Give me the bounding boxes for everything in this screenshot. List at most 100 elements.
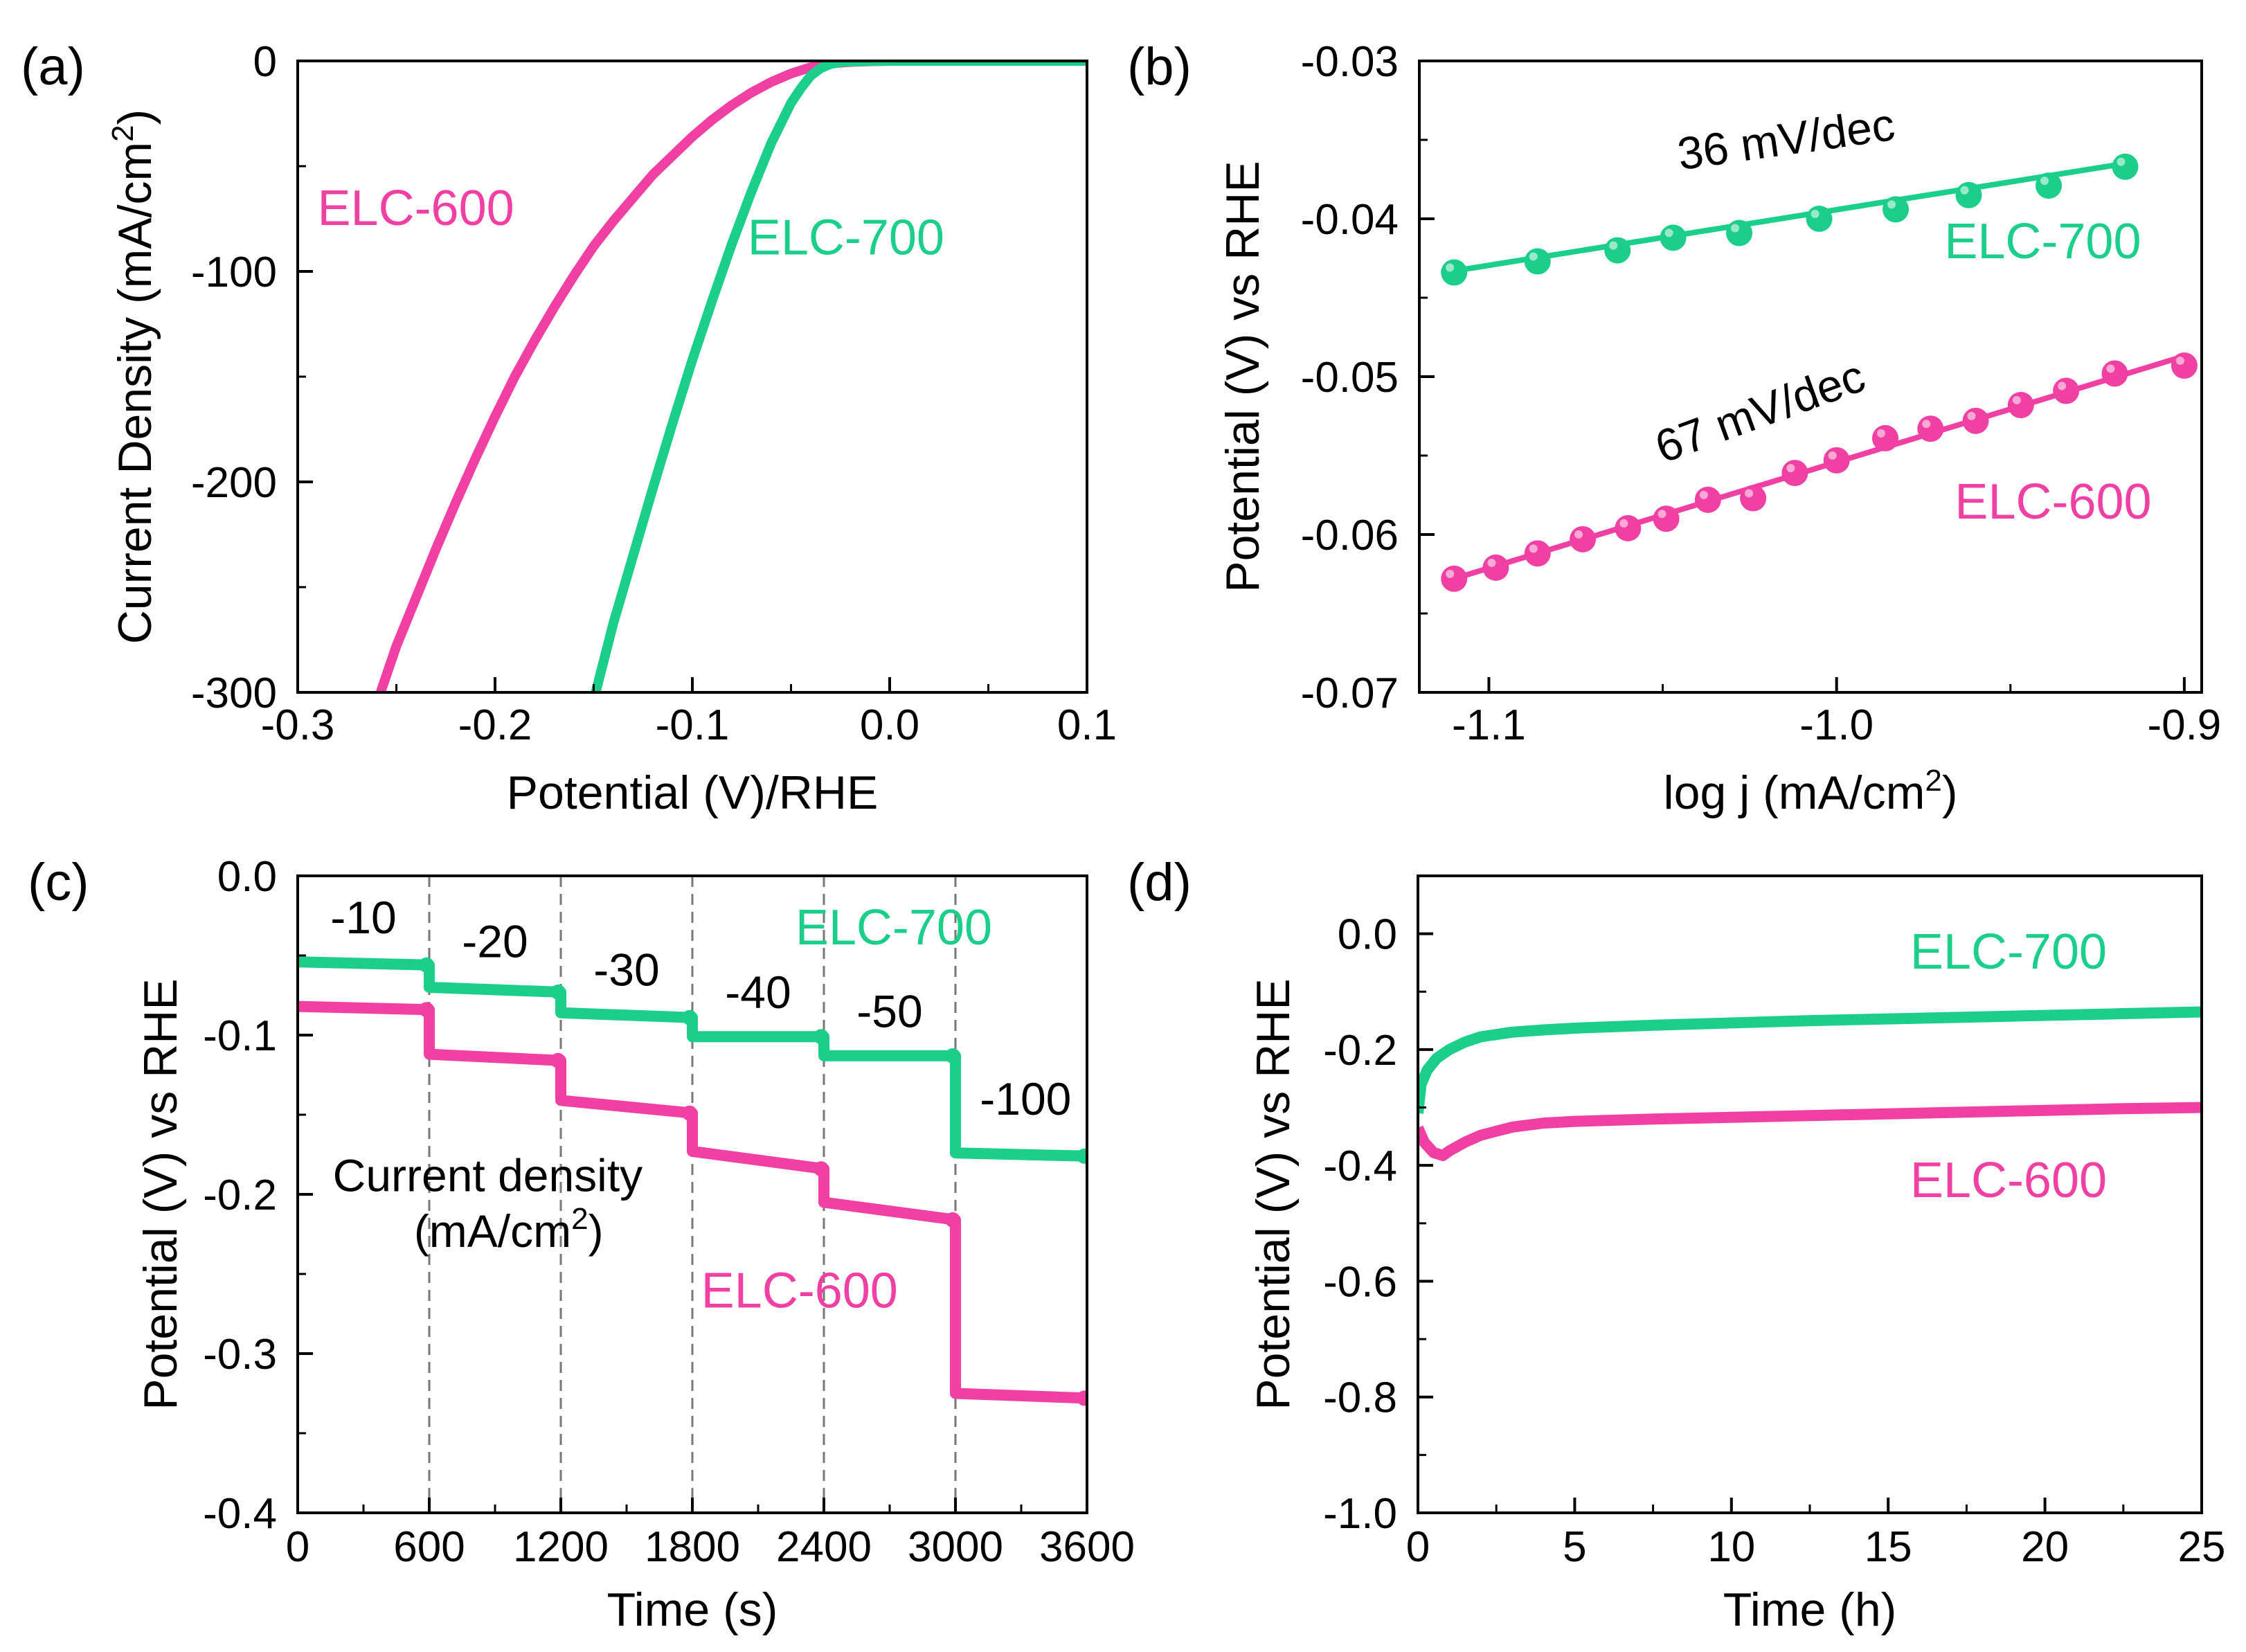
- series-elc-600-point: [1871, 424, 1898, 451]
- panel-a-ylabel: Current Density (mA/cm2): [106, 109, 161, 645]
- step-current-label: -30: [593, 944, 659, 996]
- panel-d-ytick-label: -0.4: [1323, 1142, 1397, 1190]
- panel-d-xtick-label: 20: [2021, 1523, 2069, 1571]
- panel-c-xlabel: Time (s): [607, 1583, 778, 1636]
- series-elc-700-steps: [298, 956, 1087, 1162]
- step-current-label: -50: [856, 986, 922, 1037]
- panel-d-ytick-label: 0.0: [1338, 911, 1397, 959]
- series-elc-700-step-end: [1077, 1148, 1087, 1164]
- series-elc-600-point-highlight: [2106, 364, 2115, 373]
- series-elc-600-point: [1653, 505, 1680, 532]
- panel-c-annotation: Current density: [333, 1149, 643, 1201]
- panel-c-xtick-label: 3000: [908, 1523, 1003, 1571]
- panel-label-d: (d): [1127, 853, 1192, 912]
- series-elc-600-step-end: [945, 1212, 960, 1228]
- series-elc-700-point: [1604, 237, 1631, 264]
- series-elc-700-point-highlight: [1887, 200, 1896, 209]
- series-elc-700-point: [1955, 181, 1982, 208]
- series-elc-600-point: [1570, 526, 1597, 553]
- panel-b-ylabel: Potential (V) vs RHE: [1216, 161, 1269, 593]
- series-elc-700-point-highlight: [1664, 228, 1673, 237]
- panel-a-annotation: ELC-700: [748, 210, 944, 266]
- series-elc-600-point-highlight: [2058, 381, 2067, 390]
- panel-c-annotation: (mA/cm2): [414, 1202, 604, 1257]
- panel-c-ytick-label: 0.0: [217, 853, 277, 901]
- series-elc-600-point-highlight: [1745, 489, 1754, 498]
- panel-b-xlabel-tail: ): [1942, 766, 1958, 819]
- series-elc-600-point: [1740, 485, 1767, 512]
- panel-c-plot: -10 -20 -30 -40 -50 -100 ELC-700 ELC-600 Current…: [298, 876, 1087, 1513]
- panel-c-ytick-label: -0.1: [203, 1012, 277, 1060]
- series-elc-600-point: [2171, 352, 2198, 379]
- annotation-sup: 2: [571, 1202, 588, 1236]
- series-elc-600-point: [1694, 486, 1721, 513]
- panel-b-xtick-label: -0.9: [2147, 701, 2221, 749]
- series-elc-600-point-highlight: [1828, 451, 1837, 460]
- panel-c-xtick-label: 2400: [776, 1523, 872, 1571]
- panel-c-xtick-label: 1800: [645, 1523, 740, 1571]
- series-elc-700-point-highlight: [1731, 224, 1740, 233]
- panel-d-ytick-label: -0.6: [1323, 1258, 1397, 1306]
- panel-b-annotation: ELC-600: [1955, 474, 2151, 530]
- panel-b-ticks: -1.1 -1.0 -0.9 -0.07 -0.06 -0.05 -0.04 -0.03: [1301, 38, 2222, 749]
- panel-d-ytick-label: -0.2: [1323, 1027, 1397, 1075]
- series-elc-600-point: [1917, 415, 1944, 442]
- panel-d-xtick-label: 25: [2178, 1523, 2226, 1571]
- panel-b-ytick-label: -0.03: [1301, 38, 1399, 86]
- annotation-tail: ): [589, 1205, 604, 1257]
- panel-b-ytick-label: -0.05: [1301, 354, 1399, 402]
- series-elc-700-point: [1883, 196, 1910, 223]
- panel-d-ylabel: Potential (V) vs RHE: [1247, 978, 1300, 1410]
- series-elc-600-step-end: [1077, 1390, 1087, 1406]
- panel-a-xtick-label: -0.1: [656, 701, 730, 749]
- series-elc-600-curve: [1418, 1102, 2202, 1161]
- series-elc-600-point: [2007, 392, 2034, 419]
- panel-c-xtick-label: 3600: [1039, 1523, 1135, 1571]
- panel-b-xlabel-main: log j (mA/cm: [1664, 766, 1925, 819]
- series-elc-700-point: [1726, 219, 1753, 246]
- series-elc-700-point: [2036, 172, 2063, 199]
- panel-c: (c) -10 -20 -30 -40 -50 -100 ELC-700 ELC-600 Cur…: [28, 853, 1135, 1636]
- series-elc-600-point-highlight: [1876, 429, 1885, 438]
- series-elc-700-step-end: [945, 1048, 960, 1063]
- series-elc-600-step-end: [682, 1105, 697, 1121]
- series-elc-600-point-highlight: [2012, 396, 2021, 405]
- panel-a-xtick-label: -0.2: [458, 701, 532, 749]
- panel-d-xtick-label: 10: [1707, 1523, 1755, 1571]
- panel-b-xlabel: log j (mA/cm2): [1664, 764, 1958, 819]
- panel-b-ytick-label: -0.07: [1301, 670, 1399, 717]
- series-elc-600-point-highlight: [1529, 544, 1538, 553]
- series-elc-700-point-highlight: [2117, 157, 2126, 166]
- series-elc-700-point-highlight: [1960, 186, 1969, 195]
- panel-a-xtick-label: 0.0: [860, 701, 919, 749]
- panel-b-annotation: 36 mV/dec: [1674, 98, 1898, 179]
- panel-a-xlabel: Potential (V)/RHE: [507, 766, 879, 819]
- panel-a-xtick-label: 0.1: [1057, 701, 1117, 749]
- panel-a-xtick-label: -0.3: [261, 701, 335, 749]
- series-elc-600-point-highlight: [1967, 411, 1976, 420]
- panel-a-annotation: ELC-600: [318, 181, 514, 236]
- series-elc-700-point: [1441, 259, 1468, 286]
- panel-d-xlabel: Time (h): [1723, 1583, 1897, 1636]
- panel-c-annotation: ELC-600: [701, 1263, 898, 1318]
- series-elc-700-point: [1806, 206, 1833, 232]
- series-elc-700-curve: [1418, 1006, 2202, 1114]
- panel-a-ticks: -0.3 -0.2 -0.1 0.0 0.1 -300 -200 -100 0: [191, 38, 1117, 749]
- panel-d-annotation: ELC-700: [1910, 924, 2107, 980]
- panel-b-ytick-label: -0.06: [1301, 512, 1399, 559]
- series-elc-600-point: [1615, 514, 1642, 541]
- panel-c-xtick-label: 1200: [513, 1523, 609, 1571]
- series-elc-600-point-highlight: [1657, 510, 1666, 519]
- panel-b-xtick-label: -1.0: [1799, 701, 1874, 749]
- series-elc-600-point-highlight: [1574, 530, 1583, 539]
- panel-a-plot: ELC-600 ELC-700: [318, 61, 1087, 692]
- series-elc-600-point-highlight: [1487, 558, 1496, 567]
- panel-c-ytick-label: -0.2: [203, 1171, 277, 1219]
- series-elc-600-step-end: [550, 1052, 566, 1068]
- series-elc-600-point: [1524, 540, 1551, 567]
- series-elc-600-step-end: [419, 1002, 434, 1018]
- series-elc-600-point: [2101, 360, 2128, 387]
- series-elc-600-point: [2053, 377, 2080, 404]
- series-elc-700-point-highlight: [2040, 177, 2049, 186]
